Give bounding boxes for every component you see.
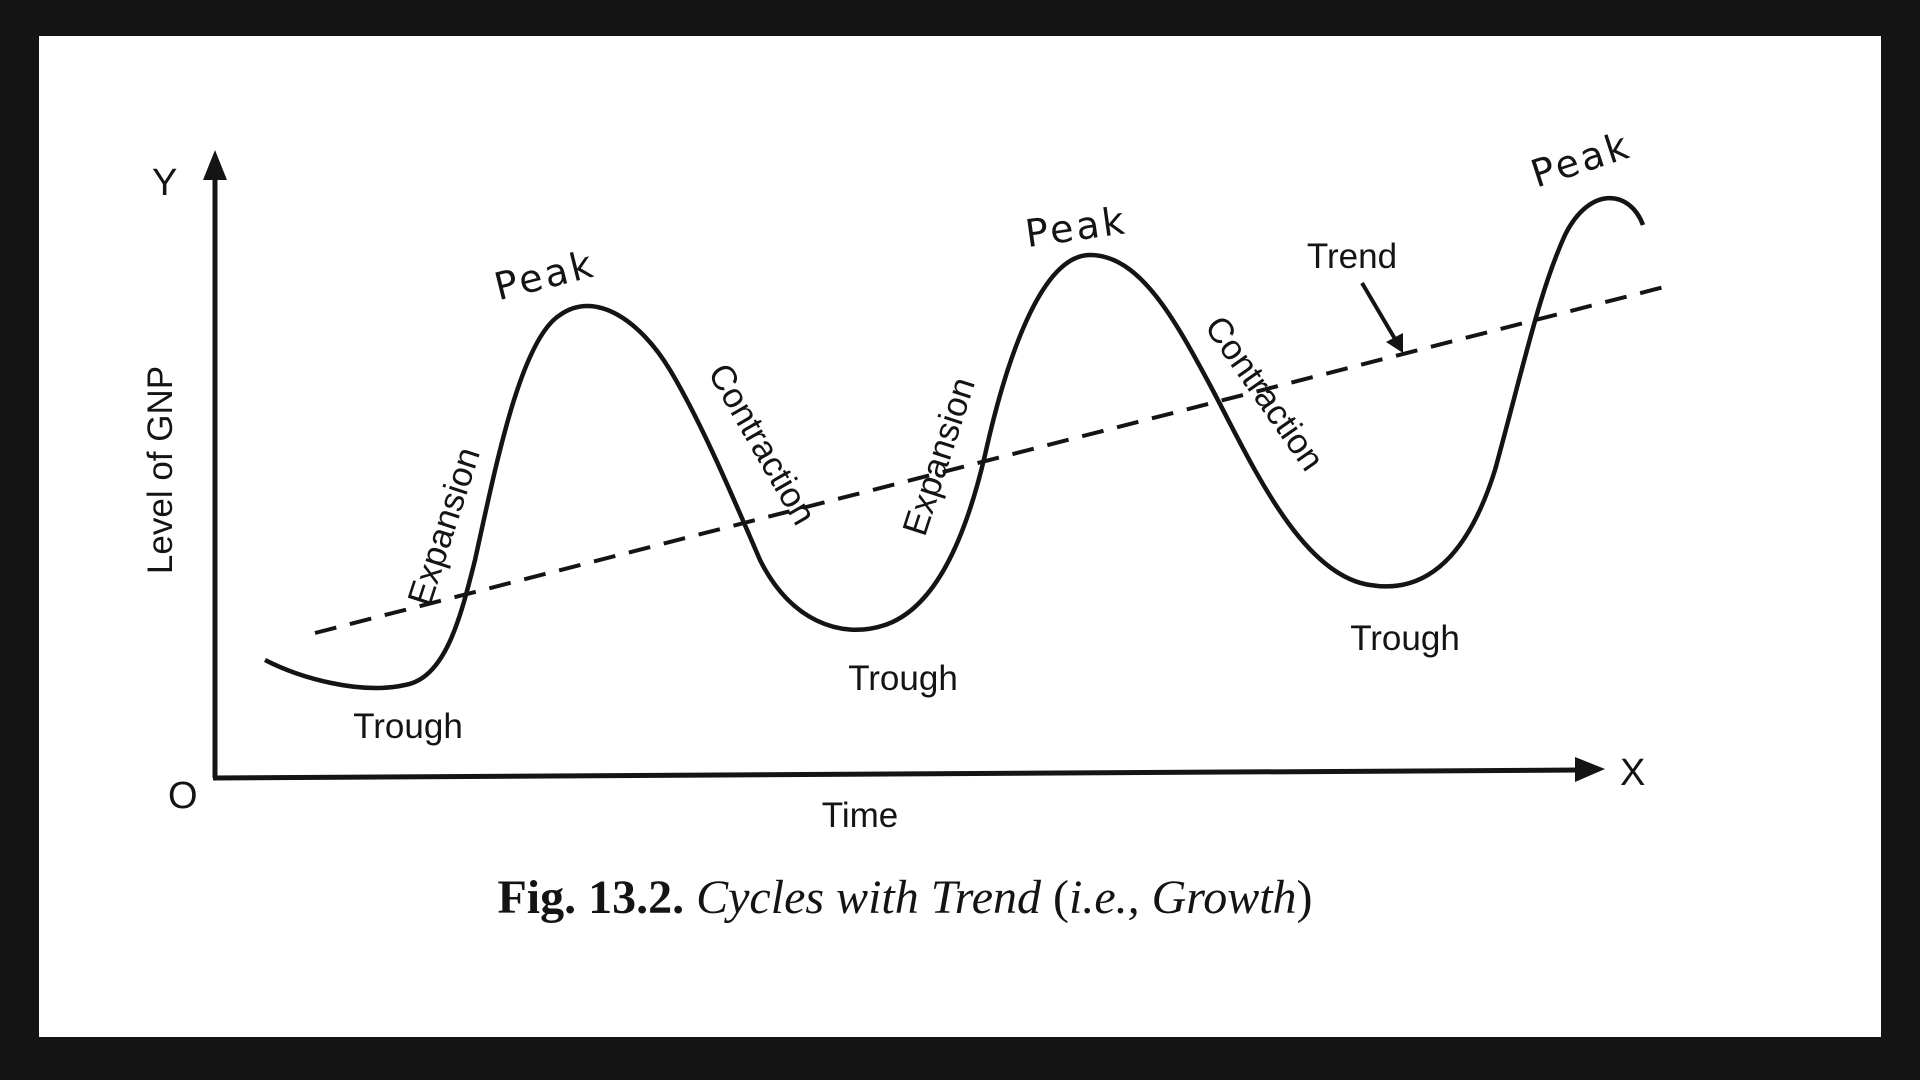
caption-number: Fig. 13.2.	[497, 871, 684, 924]
trend-line	[314, 284, 1669, 635]
caption-title: Cycles with Trend	[696, 871, 1042, 924]
x-axis-arrow-icon	[1575, 757, 1605, 782]
origin-label: O	[168, 775, 198, 817]
cycle-curve	[263, 195, 1646, 691]
expansion-label-1: Expansion	[400, 443, 488, 611]
caption-ie: i.e.,	[1069, 871, 1140, 924]
y-axis-title: Level of GNP	[141, 366, 180, 574]
contraction-label-2: Contraction	[1197, 309, 1332, 478]
trough-label-3: Trough	[1350, 619, 1460, 658]
caption-growth: Growth	[1152, 871, 1297, 924]
y-axis-letter: Y	[152, 162, 177, 204]
figure-caption: Fig. 13.2. Cycles with Trend (i.e., Grow…	[497, 871, 1312, 924]
x-axis-letter: X	[1620, 752, 1645, 794]
peak-label-1: Peak	[490, 242, 600, 309]
trend-pointer-arrowhead-icon	[1386, 333, 1403, 353]
trend-pointer-arrow	[1360, 281, 1400, 346]
contraction-label-1: Contraction	[700, 357, 823, 532]
peak-label-2: Peak	[1023, 198, 1130, 256]
y-axis-arrow-icon	[203, 150, 227, 180]
trough-label-1: Trough	[353, 707, 463, 746]
caption-open-paren: (	[1041, 871, 1069, 924]
peak-label-3: Peak	[1526, 123, 1637, 196]
caption-close-paren: )	[1297, 871, 1313, 924]
trend-label: Trend	[1307, 237, 1397, 276]
trough-label-2: Trough	[848, 659, 958, 698]
x-axis	[212, 767, 1581, 781]
x-axis-title: Time	[822, 796, 898, 835]
